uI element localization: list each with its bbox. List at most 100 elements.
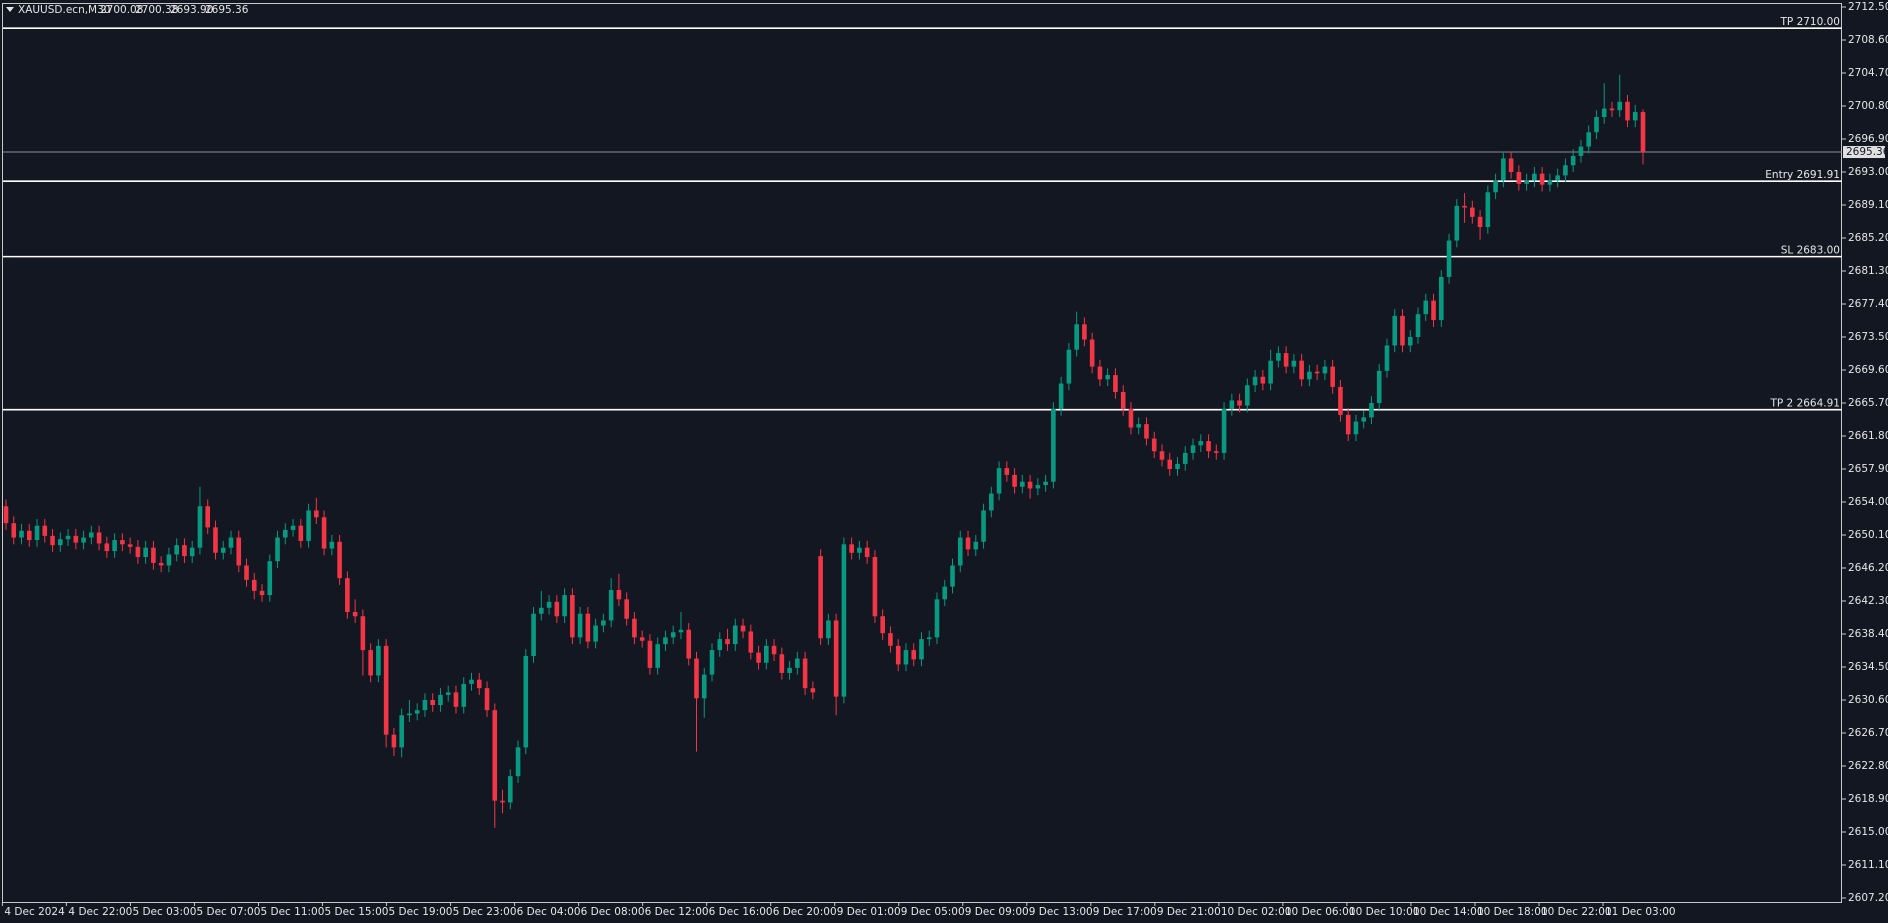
candle-body [1640,112,1646,153]
candle-body [1167,459,1173,469]
candle-body [1516,172,1522,184]
candle-body [593,625,598,642]
candle-body [430,700,436,706]
x-tick-label: 5 Dec 11:00 [260,906,324,918]
x-tick-label: 4 Dec 22:00 [68,906,132,918]
candle-body [1345,414,1351,435]
candle-body [236,537,242,566]
candle-body [1632,112,1638,121]
header-value: 2695.36 [205,4,249,16]
candle-body [1384,345,1390,371]
candle-body [1089,339,1095,367]
candle-body [1376,370,1382,403]
x-tick-label: 9 Dec 01:00 [837,906,901,918]
candle-body [1493,180,1498,193]
candle-body [220,547,226,553]
candle-body [849,544,854,553]
candle-body [903,650,909,665]
candle-body [632,618,637,638]
candle-body [166,554,172,566]
candle-body [104,543,110,552]
candle-body [919,639,924,660]
candle-body [795,658,800,668]
x-tick-label: 4 Dec 2024 [4,906,65,918]
candle-body [1182,452,1188,464]
candle-body [1260,376,1266,384]
level-label: SL 2683.00 [1781,245,1840,257]
x-tick-label: 5 Dec 23:00 [453,906,517,918]
plot-frame [2,3,1842,903]
candle-body [127,544,133,547]
candle-body [1221,408,1227,453]
candle-body [96,532,102,544]
candle-body [701,674,707,699]
candle-body [585,613,591,642]
candle-body [1609,108,1615,111]
candle-body [34,525,40,541]
candle-body [1353,421,1359,435]
y-tick-label: 2669.60 [1848,364,1888,376]
candle-body [1035,485,1041,489]
y-tick-label: 2611.10 [1848,859,1888,871]
candle-body [779,654,785,673]
candle-body [880,616,885,634]
candle-body [857,547,862,553]
candle-body [1369,403,1374,418]
candle-body [1128,408,1134,428]
y-tick-label: 2708.60 [1848,34,1888,46]
candle-body [1213,451,1219,453]
candle-body [515,747,521,777]
candle-body [112,540,117,552]
candle-body [1470,207,1475,217]
candle-body [725,639,730,645]
x-tick-label: 6 Dec 04:00 [517,906,581,918]
candle-body [1532,173,1537,181]
candle-body [205,506,211,528]
candle-body [1307,371,1312,380]
candle-body [197,506,203,548]
x-tick-label: 6 Dec 16:00 [709,906,773,918]
candle-body [1392,315,1398,346]
candle-body [802,658,808,689]
candle-body [1113,375,1118,392]
candle-body [345,578,350,612]
candle-body [895,645,901,665]
candle-body [267,561,273,596]
candle-body [189,547,195,557]
candle-body [1276,353,1281,361]
candle-body [934,599,940,638]
candle-body [360,616,366,651]
candle-body [282,529,288,538]
candle-body [174,545,179,555]
candle-body [275,537,280,562]
x-tick-label: 6 Dec 08:00 [581,906,645,918]
candle-body [438,694,443,706]
candle-body [1299,360,1304,380]
candle-body [1438,276,1444,321]
y-tick-label: 2677.40 [1848,298,1888,310]
x-tick-label: 5 Dec 19:00 [389,906,453,918]
menu-triangle[interactable] [6,7,14,12]
candle-body [663,637,668,645]
candle-body [352,612,358,617]
candle-body [1314,371,1320,374]
candle-body [841,544,847,697]
candle-body [686,629,692,659]
candle-body [1004,468,1010,475]
candle-body [89,532,94,538]
candle-body [19,530,24,538]
candle-body [1446,240,1452,277]
x-tick-label: 6 Dec 12:00 [645,906,709,918]
candle-body [1570,155,1576,166]
candle-body [670,632,676,638]
candle-body [329,541,335,549]
header-value: 2700.08 [100,4,143,16]
candle-body [1012,474,1017,487]
x-tick-label: 5 Dec 03:00 [132,906,196,918]
candle-body [1601,108,1607,117]
candle-body [314,510,319,518]
candle-body [3,506,9,524]
candle-body [1400,315,1405,346]
candle-body [818,556,823,639]
